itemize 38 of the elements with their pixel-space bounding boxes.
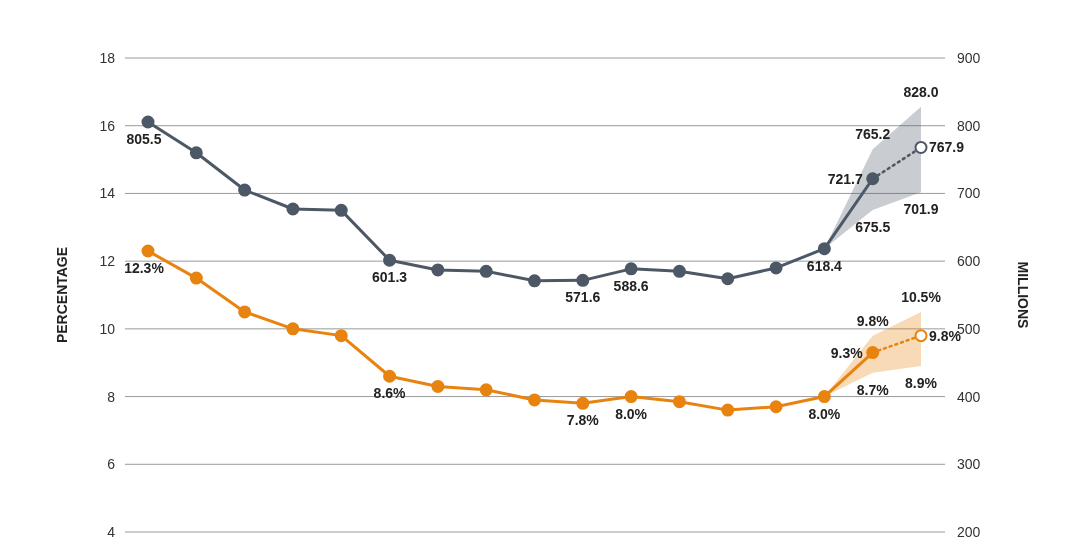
y-tick-label: 10 <box>99 320 116 337</box>
y2-axis-title: MILLIONS <box>1015 261 1031 329</box>
y-tick-label: 6 <box>107 456 116 473</box>
annotation: 828.0 <box>903 83 939 100</box>
y2-tick-label: 400 <box>957 388 981 405</box>
data-label: 8.0% <box>615 405 648 422</box>
data-label: 8.6% <box>373 385 407 402</box>
y2-tick-label: 800 <box>957 117 981 134</box>
data-label: 7.8% <box>566 412 600 429</box>
data-label: 588.6 <box>613 277 649 294</box>
data-label: 9.3% <box>830 344 864 361</box>
y-axis-title: PERCENTAGE <box>54 246 70 344</box>
y-tick-label: 12 <box>99 253 116 270</box>
data-label: 767.9 <box>929 139 965 156</box>
data-label: 805.5 <box>126 130 162 147</box>
y-tick-label: 16 <box>99 117 116 134</box>
y-tick-label: 18 <box>99 50 116 66</box>
y-tick-label: 14 <box>99 185 116 202</box>
annotation: 8.7% <box>856 381 890 398</box>
y2-tick-label: 200 <box>957 524 981 540</box>
y2-tick-label: 700 <box>957 185 981 202</box>
data-label: 618.4 <box>806 257 843 274</box>
annotation: 701.9 <box>903 201 939 218</box>
annotation: 10.5% <box>901 288 942 305</box>
data-label: 8.0% <box>808 405 841 422</box>
data-label: 601.3 <box>372 269 408 286</box>
annotation: 8.9% <box>905 375 938 392</box>
data-label: 721.7 <box>827 170 863 187</box>
annotation: 9.8% <box>856 312 890 329</box>
annotation: 765.2 <box>855 126 891 143</box>
annotation: 675.5 <box>855 219 891 236</box>
y2-tick-label: 600 <box>957 253 981 270</box>
y2-tick-label: 300 <box>957 456 981 473</box>
y-tick-label: 8 <box>107 388 116 405</box>
y-tick-label: 4 <box>107 524 116 540</box>
data-label: 12.3% <box>124 259 165 276</box>
y2-tick-label: 900 <box>957 50 981 66</box>
data-label: 571.6 <box>565 289 601 306</box>
